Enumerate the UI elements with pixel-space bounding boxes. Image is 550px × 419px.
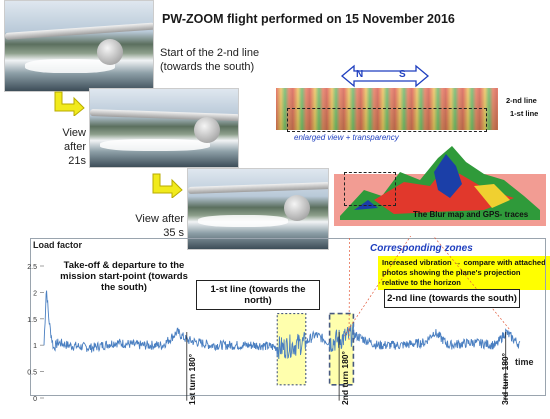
arrow-icon [54,91,85,116]
annotation-line2: 2-nd line (towards the south) [384,289,520,308]
y-tick-label: 1.5 [27,317,37,324]
blur-strip-overlay [276,88,498,130]
map-caption: The Blur map and GPS- traces [413,210,529,219]
page-title: PW-ZOOM flight performed on 15 November … [162,12,455,26]
turn-label-2: 2nd turn 180° [340,351,350,405]
x-axis-label: time [515,357,534,367]
pointer-line [432,236,511,331]
photo-start-2nd-line [4,0,154,92]
corresponding-label: Corresponding zones [370,243,473,254]
y-tick-label: 2 [33,290,37,297]
turn-label-1: 1st turn 180° [187,353,197,405]
view21-caption-line1: View after [62,127,86,153]
blur-map-mountain [334,146,546,226]
view35-caption-line2: 35 s [163,227,184,239]
annotation-takeoff: Take-off & departure to the mission star… [60,260,188,293]
view35-caption: View after 35 s [132,212,184,240]
pointer-line [348,236,351,341]
y-tick-label: 0.5 [27,370,37,377]
line1-label: 1-st line [510,109,539,118]
view21-caption-line2: 21s [68,155,86,167]
view35-caption-line1: View after [135,213,184,225]
arrow-icon [152,173,183,198]
vibration-note: Increased vibration → compare with attac… [378,256,550,290]
series-line [43,290,521,360]
view21-caption: View after 21s [42,126,86,168]
y-tick-label: 0 [33,396,37,403]
y-tick-label: 2.5 [27,264,37,271]
north-south-arrow-icon [340,64,430,88]
photo-view-35s [187,168,329,250]
pointer-line [343,236,412,337]
y-tick-label: 1 [33,343,37,350]
line2-label: 2-nd line [506,96,537,105]
direction-s: S [399,69,406,80]
load-factor-chart: 0 0.5 1 1.5 2 2.5 [27,236,521,403]
y-axis-label: Load factor [33,240,83,250]
map-zone-box [344,172,396,206]
direction-n: N [356,69,364,80]
start-caption: Start of the 2-nd line (towards the sout… [160,46,259,74]
turn-label-3: 3rd turn 180° [500,352,510,405]
plot-area [30,238,546,396]
enlarged-zone-box [287,108,487,132]
photo-view-21s [89,88,239,168]
start-caption-line2: (towards the south) [160,61,255,73]
blur-strip [276,88,498,130]
enlarged-label: enlarged view + transparency [294,133,399,142]
start-caption-line1: Start of the 2-nd line [160,47,260,59]
annotation-line1: 1-st line (towards the north) [196,280,320,310]
